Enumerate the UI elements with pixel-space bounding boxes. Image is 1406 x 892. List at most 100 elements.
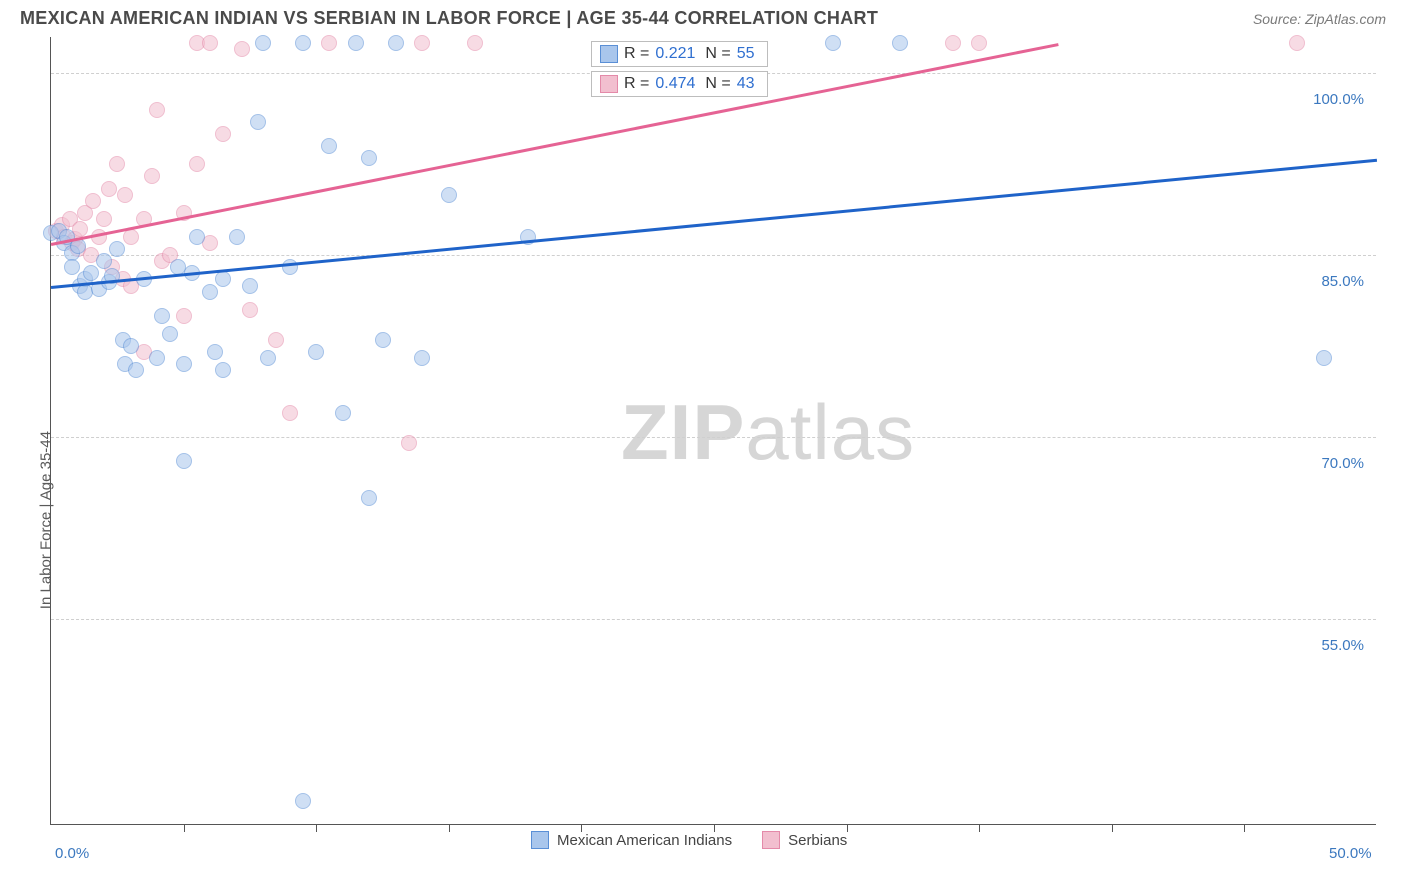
mexican-american-indian-point [215, 271, 231, 287]
serbian-point [101, 181, 117, 197]
legend-swatch [600, 45, 618, 63]
serbian-point [96, 211, 112, 227]
mexican-american-indian-point [1316, 350, 1332, 366]
serbian-point [242, 302, 258, 318]
watermark-atlas: atlas [745, 388, 915, 476]
legend-item: Serbians [762, 831, 847, 849]
gridline-h [51, 619, 1376, 620]
serbian-point [945, 35, 961, 51]
mexican-american-indian-point [348, 35, 364, 51]
mexican-american-indian-regression-line [51, 158, 1377, 288]
legend-label: Mexican American Indians [557, 832, 732, 849]
y-tick-label: 70.0% [1321, 455, 1364, 472]
serbian-point [401, 435, 417, 451]
mexican-american-indian-point [335, 405, 351, 421]
mexican-american-indian-point [229, 229, 245, 245]
mexican-american-indian-point [250, 114, 266, 130]
serbian-point [123, 229, 139, 245]
x-tick [449, 824, 450, 832]
mexican-american-indian-point [176, 356, 192, 372]
x-tick-label: 50.0% [1329, 845, 1372, 862]
gridline-h [51, 437, 1376, 438]
stat-n-value: 43 [737, 75, 755, 93]
mexican-american-indian-point [260, 350, 276, 366]
watermark-zip: ZIP [621, 388, 745, 476]
mexican-american-indian-point [295, 35, 311, 51]
mexican-american-indian-point [825, 35, 841, 51]
mexican-american-indian-point [123, 338, 139, 354]
serbian-point [176, 308, 192, 324]
mexican-american-indian-point [388, 35, 404, 51]
y-tick-label: 55.0% [1321, 637, 1364, 654]
y-axis-label: In Labor Force | Age 35-44 [38, 431, 55, 609]
serbian-point [215, 126, 231, 142]
legend-swatch [762, 831, 780, 849]
stat-n-label: N = [705, 45, 730, 63]
stat-r-label: R = [624, 75, 649, 93]
stat-n-value: 55 [737, 45, 755, 63]
legend-label: Serbians [788, 832, 847, 849]
mexican-american-indian-point [154, 308, 170, 324]
serbian-point [467, 35, 483, 51]
mexican-american-indian-point [361, 490, 377, 506]
mexican-american-indian-point [242, 278, 258, 294]
x-tick-label: 0.0% [55, 845, 89, 862]
stat-r-value: 0.221 [655, 45, 695, 63]
serbian-stat-box: R = 0.474 N = 43 [591, 71, 768, 97]
mexican-american-indian-point [96, 253, 112, 269]
serbian-point [268, 332, 284, 348]
mexican-american-indian-point [321, 138, 337, 154]
mexican-american-indian-point [189, 229, 205, 245]
mexican-american-indian-point [295, 793, 311, 809]
x-tick [1244, 824, 1245, 832]
mexican-american-indian-point [361, 150, 377, 166]
source-name: ZipAtlas.com [1305, 11, 1386, 27]
serbian-point [85, 193, 101, 209]
source-attribution: Source: ZipAtlas.com [1253, 11, 1386, 27]
stat-n-label: N = [705, 75, 730, 93]
serbian-point [234, 41, 250, 57]
legend-item: Mexican American Indians [531, 831, 732, 849]
x-tick [184, 824, 185, 832]
serbian-point [971, 35, 987, 51]
mexican-american-indian-point [162, 326, 178, 342]
stat-r-value: 0.474 [655, 75, 695, 93]
mexican-american-indian-point [308, 344, 324, 360]
serbian-point [109, 156, 125, 172]
y-tick-label: 100.0% [1313, 91, 1364, 108]
serbian-point [144, 168, 160, 184]
stat-r-label: R = [624, 45, 649, 63]
legend: Mexican American Indians Serbians [531, 831, 847, 849]
x-tick [1112, 824, 1113, 832]
mexican-american-indian-point [207, 344, 223, 360]
mexican-american-indian-point [255, 35, 271, 51]
plot-area: In Labor Force | Age 35-44 ZIPatlas 100.… [50, 37, 1376, 825]
mexican-american-indian-point [176, 453, 192, 469]
serbian-point [1289, 35, 1305, 51]
serbian-point [321, 35, 337, 51]
mexican-american-indian-point [375, 332, 391, 348]
serbian-point [149, 102, 165, 118]
mexican-american-indian-point [149, 350, 165, 366]
mexican-american-indian-point [892, 35, 908, 51]
mexican-american-indian-point [83, 265, 99, 281]
legend-swatch [600, 75, 618, 93]
source-prefix: Source: [1253, 11, 1305, 27]
mexican-american-indian-point [414, 350, 430, 366]
serbian-point [414, 35, 430, 51]
mexican-american-indian-point [202, 284, 218, 300]
mexican-american-indian-point [215, 362, 231, 378]
serbian-point [282, 405, 298, 421]
mexican-american-indian-point [109, 241, 125, 257]
serbian-point [117, 187, 133, 203]
watermark: ZIPatlas [621, 387, 915, 478]
x-tick [979, 824, 980, 832]
mexican-american-indian-point [128, 362, 144, 378]
mexican-american-indian-point [441, 187, 457, 203]
mexican-american-indian-stat-box: R = 0.221 N = 55 [591, 41, 768, 67]
chart-title: MEXICAN AMERICAN INDIAN VS SERBIAN IN LA… [20, 8, 878, 29]
serbian-point [189, 156, 205, 172]
mexican-american-indian-point [64, 259, 80, 275]
serbian-point [202, 35, 218, 51]
x-tick [316, 824, 317, 832]
